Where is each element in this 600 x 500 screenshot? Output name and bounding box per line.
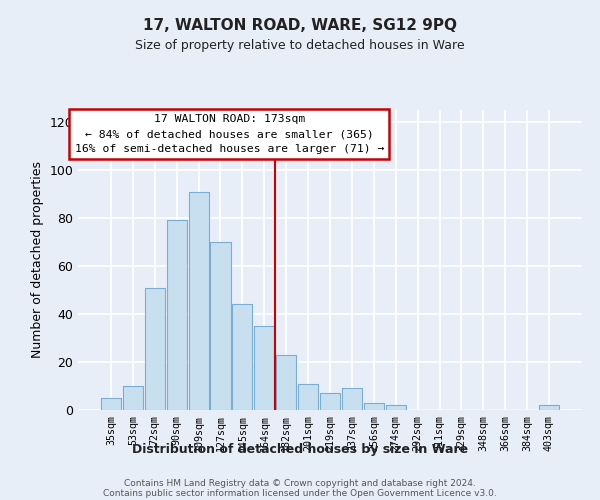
Bar [320,393,340,410]
Bar [167,220,187,410]
Bar [539,405,559,410]
Text: 17, WALTON ROAD, WARE, SG12 9PQ: 17, WALTON ROAD, WARE, SG12 9PQ [143,18,457,32]
Bar [386,405,406,410]
Bar [145,288,165,410]
Bar [276,355,296,410]
Bar [232,304,253,410]
Bar [211,242,230,410]
Bar [123,386,143,410]
Y-axis label: Number of detached properties: Number of detached properties [31,162,44,358]
Bar [298,384,318,410]
Text: Contains HM Land Registry data © Crown copyright and database right 2024.: Contains HM Land Registry data © Crown c… [124,478,476,488]
Bar [188,192,209,410]
Text: 17 WALTON ROAD: 173sqm
← 84% of detached houses are smaller (365)
16% of semi-de: 17 WALTON ROAD: 173sqm ← 84% of detached… [74,114,384,154]
Bar [254,326,274,410]
Text: Contains public sector information licensed under the Open Government Licence v3: Contains public sector information licen… [103,488,497,498]
Text: Distribution of detached houses by size in Ware: Distribution of detached houses by size … [132,442,468,456]
Bar [101,398,121,410]
Bar [342,388,362,410]
Bar [364,403,384,410]
Text: Size of property relative to detached houses in Ware: Size of property relative to detached ho… [135,40,465,52]
